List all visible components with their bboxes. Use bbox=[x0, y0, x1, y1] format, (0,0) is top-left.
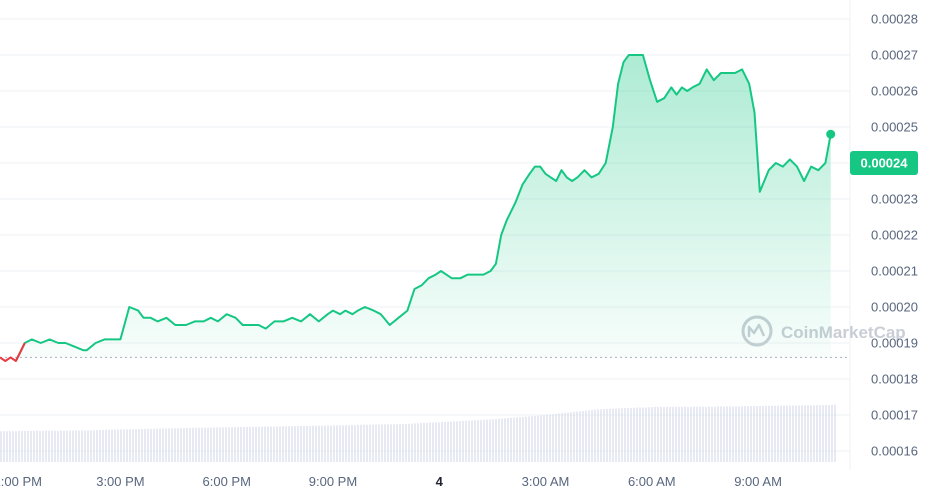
y-tick-label: 0.00023 bbox=[871, 192, 918, 207]
x-tick-label: 6:00 AM bbox=[628, 474, 676, 489]
y-tick-label: 0.00026 bbox=[871, 84, 918, 99]
volume-bars bbox=[0, 404, 836, 462]
x-tick-label: 4 bbox=[436, 474, 444, 489]
price-area-fill bbox=[15, 55, 831, 358]
x-tick-label: 9:00 PM bbox=[309, 474, 357, 489]
price-line bbox=[15, 54, 832, 362]
current-price-label: 0.00024 bbox=[861, 156, 909, 171]
current-price-badge bbox=[850, 151, 918, 175]
y-tick-label: 0.00021 bbox=[871, 264, 918, 279]
grid-lines bbox=[0, 0, 851, 470]
y-tick-label: 0.00028 bbox=[871, 12, 918, 27]
x-tick-label: 6:00 PM bbox=[203, 474, 251, 489]
x-axis: 12:00 PM 3:00 PM 6:00 PM 9:00 PM 4 3:00 AM 6:0… bbox=[0, 474, 782, 489]
last-price-dot bbox=[826, 129, 836, 139]
y-tick-label: 0.00022 bbox=[871, 228, 918, 243]
y-tick-label: 0.00020 bbox=[871, 300, 918, 315]
x-tick-label: 3:00 AM bbox=[522, 474, 570, 489]
x-tick-label: 12:00 PM bbox=[0, 474, 42, 489]
y-tick-label: 0.00025 bbox=[871, 120, 918, 135]
y-axis: 0.000280.000270.000260.000250.000240.000… bbox=[871, 12, 918, 459]
y-tick-label: 0.00027 bbox=[871, 48, 918, 63]
y-tick-label: 0.00018 bbox=[871, 372, 918, 387]
x-tick-label: 9:00 AM bbox=[734, 474, 782, 489]
y-tick-label: 0.00019 bbox=[871, 336, 918, 351]
y-tick-label: 0.00016 bbox=[871, 444, 918, 459]
current-price-tag: 0.00024 bbox=[850, 151, 918, 175]
price-line-below-open bbox=[0, 342, 26, 362]
x-tick-label: 3:00 PM bbox=[96, 474, 144, 489]
y-tick-label: 0.00017 bbox=[871, 408, 918, 423]
